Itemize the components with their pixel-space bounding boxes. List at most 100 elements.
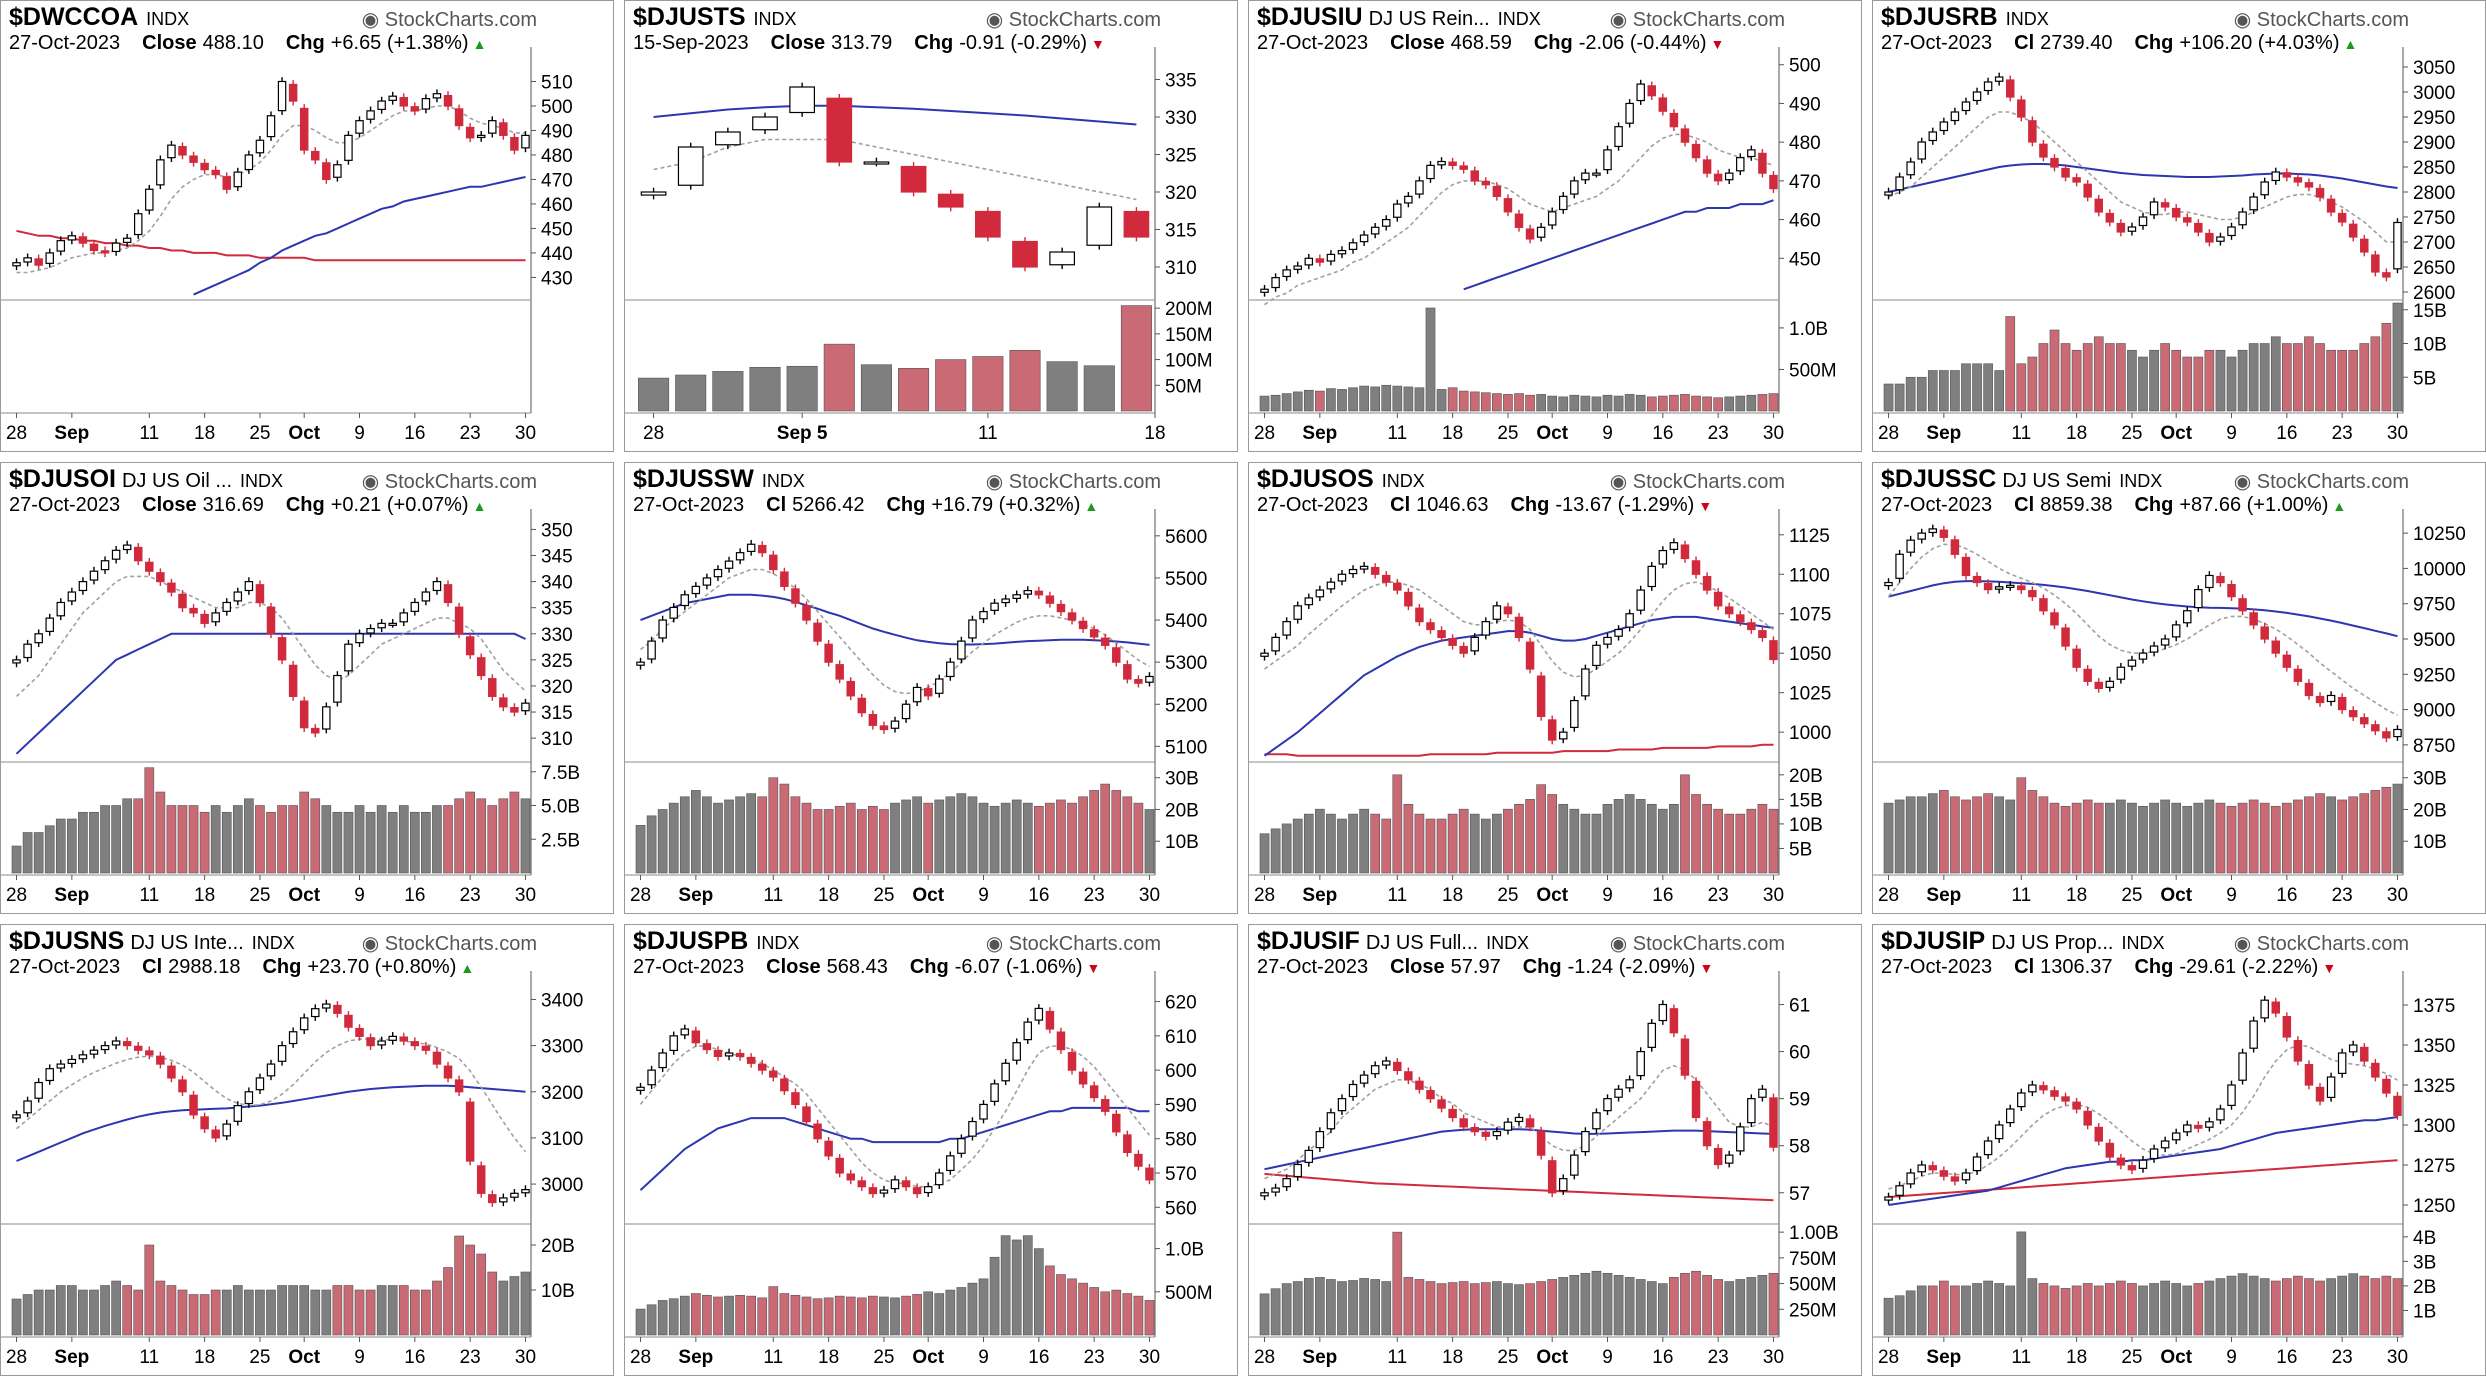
candlestick (1525, 224, 1535, 244)
chart-panel[interactable]: $DWCCOA INDX ◉ StockCharts.com 27-Oct-2023 C… (0, 0, 614, 452)
candlestick (122, 1037, 132, 1050)
volume-bar (1078, 796, 1088, 874)
brand-label: ◉ StockCharts.com (362, 469, 537, 494)
y-tick-label: 320 (1165, 183, 1197, 204)
chart-panel[interactable]: $DJUSIU DJ US Rein... INDX ◉ StockCharts.co… (1248, 0, 1862, 452)
volume-bar (768, 777, 779, 874)
candlestick (669, 1031, 678, 1055)
volume-bar (1713, 397, 1723, 412)
volume-tick-label: 20B (1165, 800, 1199, 821)
candlestick (1415, 1076, 1424, 1094)
volume-bar (746, 1295, 757, 1336)
volume-bar (2204, 1280, 2215, 1336)
price-chart[interactable]: 310 315 320 325 330 335 50M 100M 150M 200M 28 Sep 5… (625, 1, 1238, 452)
y-tick-label: 325 (541, 651, 573, 672)
candlestick (1045, 591, 1055, 608)
price-chart[interactable]: 430 440 450 460 470 480 490 500 510 28 Sep 11 18 25 Oc… (1, 1, 614, 452)
chart-panel[interactable]: $DJUSNS DJ US Inte... INDX ◉ StockCharts.co… (0, 924, 614, 1376)
quote-line: 15-Sep-2023 Close 313.79 Chg -0.91 (-0.29%) ▼ (633, 32, 1105, 55)
candlestick (145, 557, 154, 576)
chart-panel[interactable]: $DJUSRB INDX ◉ StockCharts.com 27-Oct-2023 C… (1872, 0, 2486, 452)
volume-bar (487, 805, 498, 874)
y-tick-label: 310 (541, 729, 573, 750)
y-tick-label: 480 (541, 146, 573, 167)
chart-panel[interactable]: $DJUSIP DJ US Prop... INDX ◉ StockCharts.co… (1872, 924, 2486, 1376)
price-chart[interactable]: 8750 9000 9250 9500 9750 10000 10250 10B 20B 30B 2… (1873, 463, 2486, 914)
price-chart[interactable]: 3000 3100 3200 3300 3400 10B 20B 28 Sep 11 18 25 Oct… (1, 925, 614, 1376)
candlestick (1304, 253, 1314, 270)
price-chart[interactable]: 1250 1275 1300 1325 1350 1375 1B 2B 3B 4B 28 Sep 11 1… (1873, 925, 2486, 1376)
volume-bar (1122, 796, 1133, 874)
price-chart[interactable]: 2600 2650 2700 2750 2800 2850 2900 2950 3000 3050… (1873, 1, 2486, 452)
volume-bar (2281, 802, 2292, 874)
candlestick (1492, 1127, 1502, 1140)
x-tick-label: 18 (194, 423, 215, 444)
candlestick (1045, 1007, 1055, 1034)
candlestick (454, 1075, 464, 1097)
candlestick (410, 102, 420, 116)
volume-bar (1480, 818, 1491, 874)
candlestick (1658, 1000, 1668, 1025)
y-tick-label: 2600 (2413, 283, 2455, 304)
x-tick-label: 11 (1387, 423, 1407, 444)
candlestick (2360, 713, 2369, 729)
chart-panel[interactable]: $DJUSOS INDX ◉ StockCharts.com 27-Oct-2023 C… (1248, 462, 1862, 914)
quote-date: 27-Oct-2023 (1257, 32, 1369, 54)
volume-bar (679, 1295, 690, 1336)
volume-bar (100, 1285, 110, 1336)
triangle-down-icon: ▼ (1698, 498, 1713, 514)
volume-bar (768, 1286, 779, 1336)
candlestick (178, 142, 187, 160)
volume-bar (2005, 799, 2016, 874)
candlestick (1581, 168, 1590, 185)
volume-bar (1359, 1278, 1369, 1336)
symbol-text: $DJUSPB (633, 927, 749, 955)
candlestick (2282, 1012, 2292, 1042)
volume-bar (2370, 790, 2381, 874)
volume-bar (1591, 396, 1602, 412)
volume-bar (299, 791, 310, 874)
x-tick-label: Oct (288, 885, 320, 906)
price-chart[interactable]: 450 460 470 480 490 500 500M 1.0B 28 Sep 11 18 25 Oct… (1249, 1, 1862, 452)
candlestick (1917, 137, 1926, 164)
volume-bar (11, 1298, 22, 1336)
candlestick (432, 577, 442, 595)
volume-bar (2027, 790, 2038, 874)
volume-bar (1326, 813, 1336, 874)
quote-line: 27-Oct-2023 Cl 1046.63 Chg -13.67 (-1.29%) ▼ (1257, 494, 1712, 517)
candlestick (2094, 194, 2103, 217)
candlestick (366, 624, 375, 638)
candlestick (2282, 168, 2292, 182)
candlestick (1625, 1075, 1634, 1093)
volume-bar (790, 796, 801, 874)
volume-bar (845, 1296, 856, 1336)
candlestick (2050, 608, 2059, 630)
candlestick (669, 603, 678, 623)
price-chart[interactable]: 57 58 59 60 61 250M 500M 750M 1.00B 28 Sep 11 18 25 Oc… (1249, 925, 1862, 1376)
chart-panel[interactable]: $DJUSTS INDX ◉ StockCharts.com 15-Sep-2023 C… (624, 0, 1238, 452)
chart-panel[interactable]: $DJUSIF DJ US Full... INDX ◉ StockCharts.co… (1248, 924, 1862, 1376)
price-chart[interactable]: 5100 5200 5300 5400 5500 5600 10B 20B 30B 28 Sep 11… (625, 463, 1238, 914)
candlestick (2249, 608, 2258, 630)
volume-tick-label: 4B (2413, 1228, 2436, 1249)
price-chart[interactable]: 560 570 580 590 600 610 620 500M 1.0B 28 Sep 11 18 25… (625, 925, 1238, 1376)
brand-label: ◉ StockCharts.com (2234, 931, 2409, 956)
candlestick (1636, 79, 1645, 105)
chart-panel[interactable]: $DJUSSC DJ US Semi INDX ◉ StockCharts.com 27… (1872, 462, 2486, 914)
quote-date: 27-Oct-2023 (1257, 494, 1369, 516)
volume-bar (299, 1285, 310, 1336)
candlestick (868, 1183, 878, 1198)
volume-bar (1602, 394, 1613, 412)
chart-panel[interactable]: $DJUSOI DJ US Oil ... INDX ◉ StockCharts.co… (0, 462, 614, 914)
candlestick (658, 615, 667, 643)
x-tick-label: 23 (1708, 1347, 1729, 1368)
candlestick (813, 1119, 822, 1144)
price-chart[interactable]: 310 315 320 325 330 335 340 345 350 2.5B 5.0B 7.5B 2… (1, 463, 614, 914)
volume-bar (2005, 1285, 2016, 1336)
y-tick-label: 335 (541, 599, 573, 620)
volume-bar (1469, 813, 1480, 874)
candlestick (1950, 535, 1960, 559)
chart-panel[interactable]: $DJUSSW INDX ◉ StockCharts.com 27-Oct-2023 C… (624, 462, 1238, 914)
chart-panel[interactable]: $DJUSPB INDX ◉ StockCharts.com 27-Oct-2023 C… (624, 924, 1238, 1376)
